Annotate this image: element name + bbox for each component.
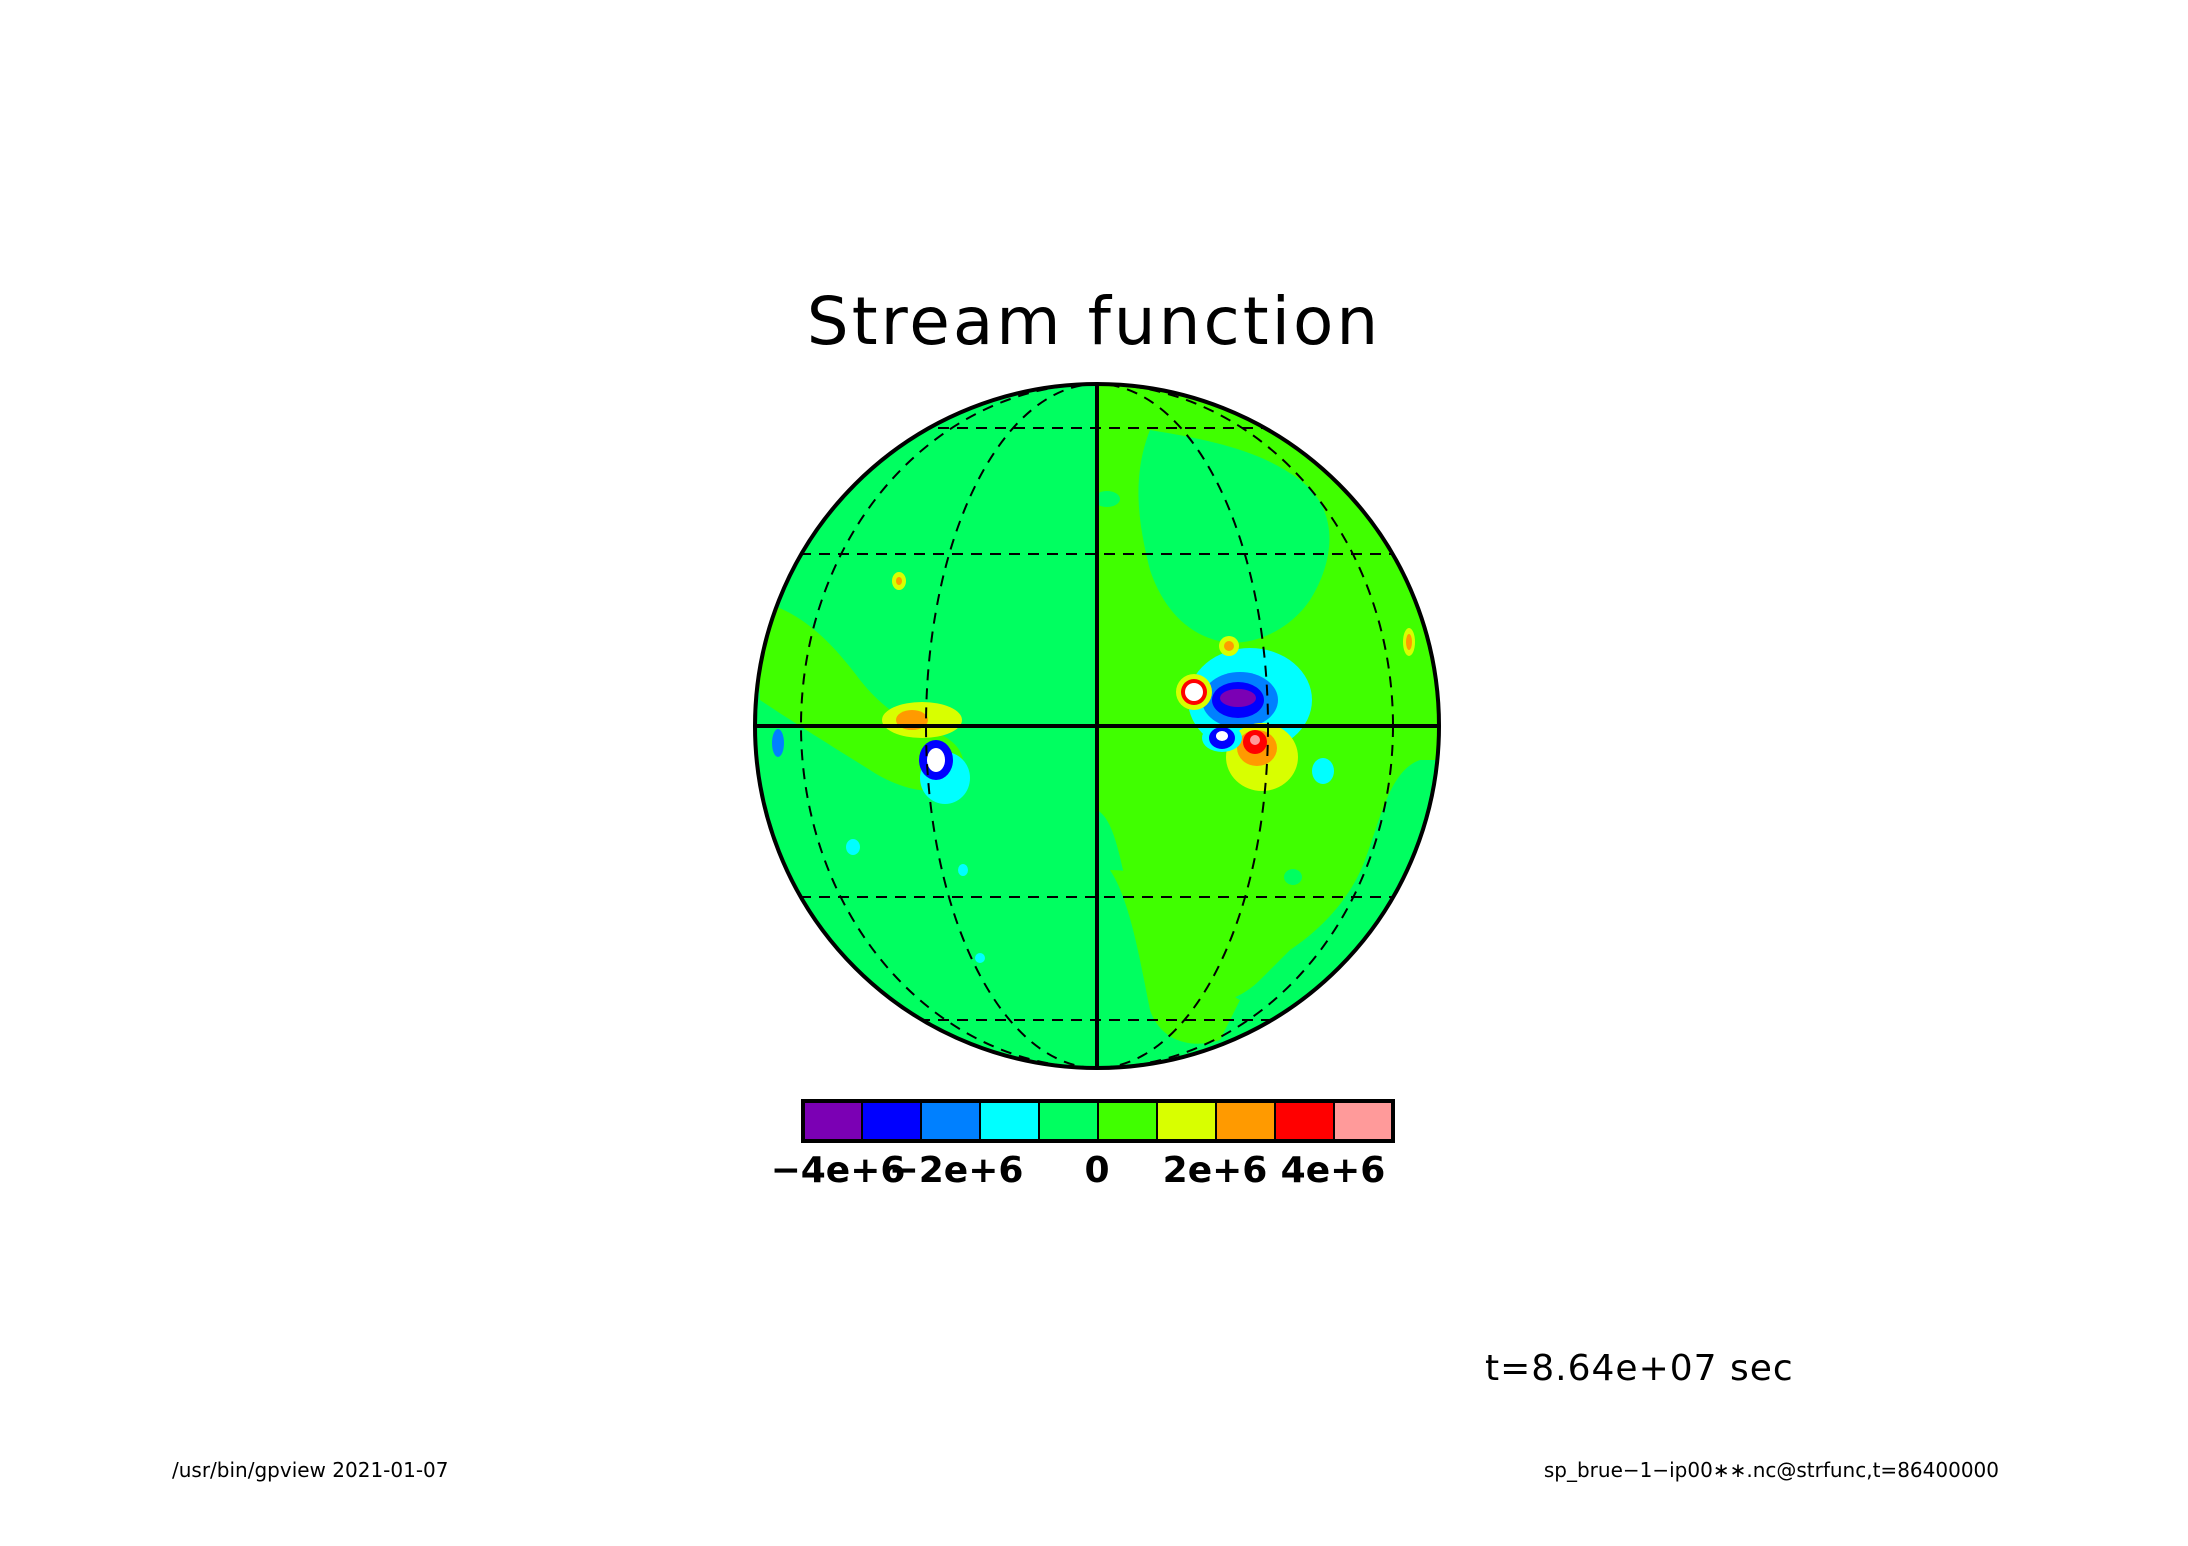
anomaly-east-cyan-south-2 (1284, 869, 1302, 885)
colorbar-tick-label: −4e+6 (770, 1150, 906, 1191)
colorbar-swatch (1274, 1100, 1335, 1142)
colorbar-swatch (1038, 1100, 1099, 1142)
field-region-south-center (1110, 870, 1240, 1044)
anomaly-east-pink (1250, 735, 1260, 745)
anomaly-sw-cyan-2 (958, 864, 968, 876)
main-axes (755, 384, 1439, 1068)
colorbar-swatch (802, 1100, 863, 1142)
anomaly-northwest-small-core (896, 577, 902, 585)
field-region-southeast-rim (1400, 880, 1439, 1068)
anomaly-east-white-core (1185, 683, 1203, 701)
anomaly-east-purple (1220, 689, 1256, 707)
time-label: t=8.64e+07 sec (1485, 1348, 1794, 1389)
colorbar-tick-label: −2e+6 (888, 1150, 1024, 1191)
anomaly-sw-cyan-3 (975, 953, 985, 963)
footer-file-info: sp_brue−1−ip00∗∗.nc@strfunc,t=86400000 (1543, 1458, 1999, 1482)
anomaly-north-center (1094, 491, 1120, 507)
globe-outline (753, 382, 1441, 1070)
anomaly-west-white (927, 748, 945, 772)
colorbar-swatch (1097, 1100, 1158, 1142)
anomaly-east-small-north-core (1224, 641, 1234, 651)
footer-program-date: /usr/bin/gpview 2021-01-07 (172, 1458, 449, 1482)
colorbar-swatch (1333, 1100, 1394, 1142)
colorbar-tick-label: 2e+6 (1162, 1150, 1268, 1191)
colorbar (801, 1099, 1395, 1143)
colorbar-swatch (1156, 1100, 1217, 1142)
colorbar-tick-labels: −4e+6 −2e+6 0 2e+6 4e+6 (0, 1150, 2188, 1200)
plot-title: Stream function (806, 283, 1382, 360)
colorbar-swatch (920, 1100, 981, 1142)
colorbar-frame (801, 1099, 1395, 1143)
colorbar-swatch (1215, 1100, 1276, 1142)
anomaly-east-rim-orange (1406, 634, 1412, 650)
field-region-west (755, 600, 964, 791)
field-region-east-patch (1138, 430, 1330, 643)
colorbar-swatch (861, 1100, 922, 1142)
colorbar-tick-label: 0 (1084, 1150, 1110, 1191)
anomaly-east-cyan-south (1312, 758, 1334, 784)
anomaly-west-rim-blue (772, 729, 784, 757)
anomaly-east-white-low (1216, 731, 1228, 741)
anomaly-sw-cyan-1 (846, 839, 860, 855)
colorbar-swatch (979, 1100, 1040, 1142)
colorbar-tick-label: 4e+6 (1280, 1150, 1386, 1191)
